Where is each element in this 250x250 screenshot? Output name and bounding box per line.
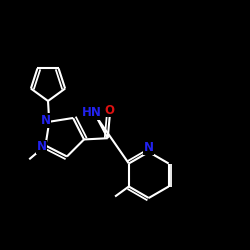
Text: N: N bbox=[37, 140, 47, 153]
Text: N: N bbox=[40, 114, 50, 127]
Text: N: N bbox=[144, 141, 154, 154]
Text: HN: HN bbox=[82, 106, 102, 119]
Text: O: O bbox=[105, 104, 115, 117]
